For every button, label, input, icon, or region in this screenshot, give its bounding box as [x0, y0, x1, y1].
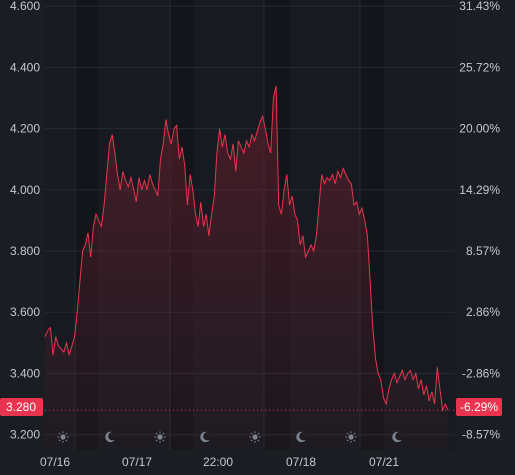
left-tick-label: 4.400 — [10, 60, 40, 74]
sun-icon — [154, 431, 166, 443]
right-tick-label: 2.86% — [466, 305, 500, 319]
moon-icon — [105, 431, 115, 443]
right-tick-label: 20.00% — [459, 122, 500, 136]
left-axis: 3.200 3.400 3.600 3.800 4.000 4.200 4.400 4.600 — [10, 0, 40, 442]
left-tick-label: 3.200 — [10, 428, 40, 442]
right-tick-label: -2.86% — [462, 366, 500, 380]
right-tick-label: -8.57% — [462, 428, 500, 442]
right-tick-label: 25.72% — [459, 60, 500, 74]
left-tick-label: 4.600 — [10, 0, 40, 13]
session-icons — [57, 431, 402, 443]
x-tick-label: 07/21 — [369, 455, 399, 469]
current-price-badge: 3.280 — [0, 398, 43, 416]
current-change-value: -6.29% — [460, 400, 498, 414]
sun-icon — [249, 431, 261, 443]
x-tick-label: 07/16 — [40, 455, 70, 469]
right-axis: -8.57% -2.86% 2.86% 8.57% 14.29% 20.00% 25.72%… — [459, 0, 500, 442]
left-tick-label: 4.200 — [10, 122, 40, 136]
moon-icon — [392, 431, 402, 443]
left-tick-label: 4.000 — [10, 183, 40, 197]
x-tick-label: 22:00 — [203, 455, 233, 469]
price-line[interactable] — [44, 85, 449, 413]
price-area — [45, 85, 448, 450]
moon-icon — [296, 431, 306, 443]
moon-icon — [200, 431, 210, 443]
x-tick-label: 07/17 — [122, 455, 152, 469]
left-tick-label: 3.600 — [10, 305, 40, 319]
current-price-value: 3.280 — [6, 400, 36, 414]
current-change-badge: -6.29% — [456, 398, 502, 416]
sun-icon — [57, 431, 69, 443]
left-tick-label: 3.800 — [10, 244, 40, 258]
left-tick-label: 3.400 — [10, 366, 40, 380]
sun-icon — [345, 431, 357, 443]
right-tick-label: 8.57% — [466, 244, 500, 258]
x-tick-label: 07/18 — [286, 455, 316, 469]
right-tick-label: 14.29% — [459, 183, 500, 197]
right-tick-label: 31.43% — [459, 0, 500, 13]
x-axis: 07/16 07/17 22:00 07/18 07/21 — [40, 455, 399, 469]
